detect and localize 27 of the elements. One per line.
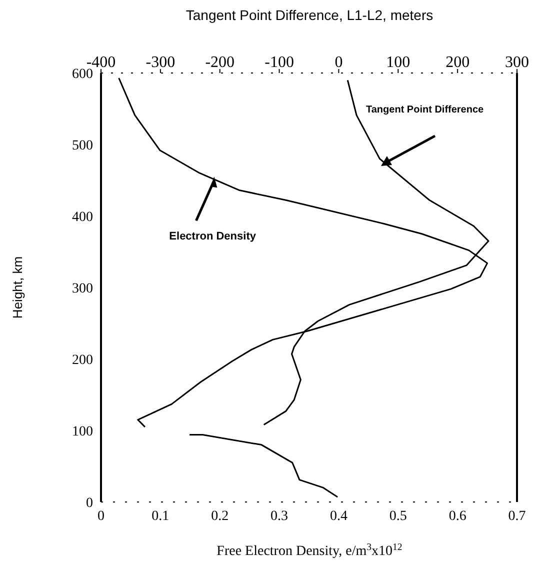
y-tick-label: 600 [72, 66, 93, 82]
x2-tick-label: 200 [446, 54, 470, 71]
annotation: Electron Density [169, 230, 257, 243]
y-axis-title: Height, km [10, 256, 25, 319]
x-tick-label: 0.6 [448, 508, 466, 524]
y-tick-label: 200 [72, 352, 93, 368]
x-tick-label: 0.2 [211, 508, 229, 524]
y-tick-label: 500 [72, 138, 93, 154]
x2-tick-label: 100 [386, 54, 410, 71]
x-tick-label: 0.7 [508, 508, 526, 524]
y-tick-label: 400 [72, 210, 93, 225]
x-tick-label: 0.3 [270, 508, 288, 524]
x2-tick-label: -100 [264, 54, 294, 71]
x2-tick-label: -200 [205, 54, 235, 71]
x2-tick-label: 300 [505, 54, 529, 71]
x-tick-label: 0.4 [330, 508, 348, 524]
x-tick-label: 0 [98, 508, 104, 524]
x-tick-label: 0.1 [152, 508, 170, 524]
y-tick-label: 300 [72, 281, 93, 296]
x2-tick-label: 0 [334, 54, 343, 71]
annotation: Tangent Point Difference [366, 104, 484, 116]
y-tick-label: 0 [86, 496, 93, 511]
x2-tick-label: -300 [146, 54, 176, 71]
y-tick-label: 100 [72, 424, 93, 440]
chart-title: Tangent Point Difference, L1-L2, meters [186, 7, 434, 23]
x-axis-title: Free Electron Density, e/m$^{3}$x10$^{12}$ [216, 542, 402, 559]
x-tick-label: 0.5 [389, 508, 407, 524]
